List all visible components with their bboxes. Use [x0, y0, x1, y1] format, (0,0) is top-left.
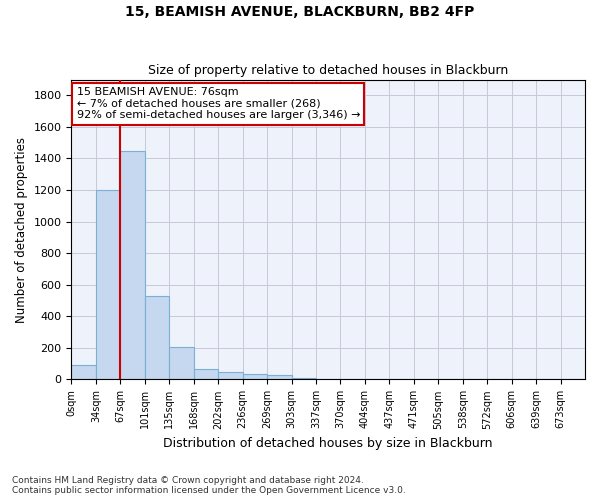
Text: 15 BEAMISH AVENUE: 76sqm
← 7% of detached houses are smaller (268)
92% of semi-d: 15 BEAMISH AVENUE: 76sqm ← 7% of detache…	[77, 87, 360, 120]
Y-axis label: Number of detached properties: Number of detached properties	[15, 136, 28, 322]
Bar	[96, 190, 121, 380]
Bar	[169, 347, 194, 380]
Bar	[145, 296, 169, 380]
Text: Contains HM Land Registry data © Crown copyright and database right 2024.
Contai: Contains HM Land Registry data © Crown c…	[12, 476, 406, 495]
Bar	[292, 378, 316, 380]
Bar	[194, 369, 218, 380]
Bar	[218, 372, 242, 380]
Title: Size of property relative to detached houses in Blackburn: Size of property relative to detached ho…	[148, 64, 508, 77]
Text: 15, BEAMISH AVENUE, BLACKBURN, BB2 4FP: 15, BEAMISH AVENUE, BLACKBURN, BB2 4FP	[125, 5, 475, 19]
Bar	[121, 150, 145, 380]
Bar	[71, 365, 96, 380]
Bar	[267, 375, 292, 380]
Bar	[242, 374, 267, 380]
X-axis label: Distribution of detached houses by size in Blackburn: Distribution of detached houses by size …	[163, 437, 493, 450]
